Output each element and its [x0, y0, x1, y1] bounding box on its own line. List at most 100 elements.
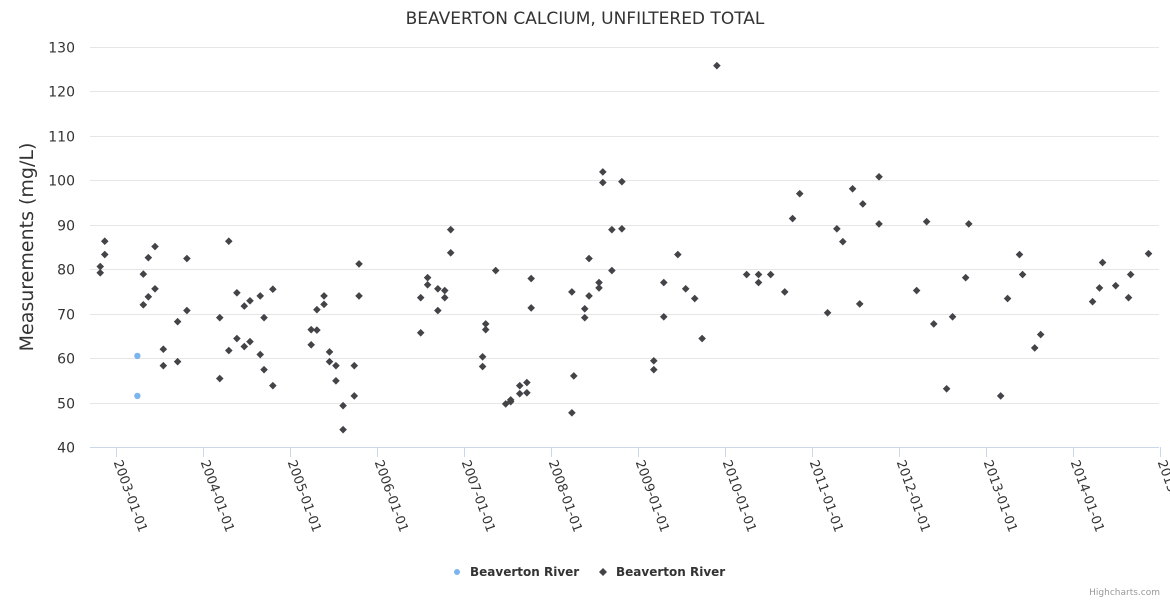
data-point[interactable]	[568, 408, 576, 417]
data-point[interactable]	[134, 352, 141, 360]
data-point[interactable]	[225, 237, 233, 246]
data-point[interactable]	[440, 286, 449, 295]
data-point[interactable]	[260, 365, 268, 374]
data-point[interactable]	[1126, 270, 1135, 279]
data-point[interactable]	[183, 306, 191, 315]
data-point[interactable]	[618, 224, 626, 233]
data-point[interactable]	[698, 334, 706, 343]
data-point[interactable]	[423, 280, 432, 289]
data-point[interactable]	[1003, 294, 1012, 303]
data-point[interactable]	[256, 292, 265, 300]
data-point[interactable]	[649, 365, 658, 374]
data-point[interactable]	[134, 392, 141, 400]
data-point[interactable]	[151, 284, 159, 293]
data-point[interactable]	[506, 397, 515, 406]
data-point[interactable]	[446, 225, 455, 234]
data-point[interactable]	[240, 342, 249, 351]
data-point[interactable]	[585, 254, 593, 263]
data-point[interactable]	[599, 178, 607, 187]
data-point[interactable]	[585, 292, 593, 300]
data-point[interactable]	[96, 268, 105, 277]
data-point[interactable]	[446, 248, 455, 257]
data-point[interactable]	[151, 242, 159, 251]
data-point[interactable]	[100, 250, 109, 259]
data-point[interactable]	[1095, 284, 1104, 292]
data-point[interactable]	[339, 401, 347, 410]
data-point[interactable]	[481, 320, 490, 328]
data-point[interactable]	[246, 337, 254, 346]
data-point[interactable]	[855, 300, 864, 308]
data-point[interactable]	[1088, 297, 1097, 306]
data-point[interactable]	[523, 388, 531, 397]
data-point[interactable]	[580, 304, 589, 313]
data-point[interactable]	[332, 376, 340, 385]
data-point[interactable]	[595, 284, 603, 292]
data-point[interactable]	[1098, 258, 1107, 267]
data-point[interactable]	[1124, 293, 1133, 302]
data-point[interactable]	[742, 270, 751, 279]
data-point[interactable]	[434, 284, 442, 293]
data-point[interactable]	[713, 61, 721, 70]
data-point[interactable]	[1144, 249, 1153, 258]
data-point[interactable]	[215, 313, 224, 322]
data-point[interactable]	[875, 172, 883, 181]
data-point[interactable]	[240, 302, 249, 310]
data-point[interactable]	[659, 312, 668, 321]
data-point[interactable]	[233, 288, 241, 297]
data-point[interactable]	[608, 225, 616, 234]
data-point[interactable]	[659, 278, 668, 287]
data-point[interactable]	[144, 292, 153, 301]
data-point[interactable]	[568, 288, 576, 296]
data-point[interactable]	[523, 378, 531, 387]
data-point[interactable]	[595, 278, 603, 287]
data-point[interactable]	[690, 294, 699, 303]
data-point[interactable]	[481, 325, 490, 334]
data-point[interactable]	[307, 340, 315, 349]
data-point[interactable]	[440, 293, 449, 302]
data-point[interactable]	[307, 325, 315, 334]
data-point[interactable]	[225, 346, 233, 355]
data-point[interactable]	[183, 254, 191, 263]
data-point[interactable]	[608, 266, 616, 275]
data-point[interactable]	[912, 286, 921, 295]
data-point[interactable]	[325, 348, 334, 356]
credits-link[interactable]: Highcharts.com	[1089, 588, 1160, 598]
data-point[interactable]	[875, 220, 883, 228]
data-point[interactable]	[173, 317, 182, 326]
data-point[interactable]	[754, 278, 763, 287]
data-point[interactable]	[964, 220, 973, 228]
data-point[interactable]	[599, 168, 607, 176]
data-point[interactable]	[674, 250, 682, 259]
data-point[interactable]	[478, 352, 487, 361]
data-point[interactable]	[929, 320, 938, 328]
data-point[interactable]	[1036, 330, 1045, 339]
data-point[interactable]	[491, 266, 500, 275]
data-point[interactable]	[416, 328, 425, 337]
data-point[interactable]	[320, 292, 328, 300]
legend-item-series-2[interactable]: Beaverton River	[599, 565, 725, 579]
data-point[interactable]	[996, 392, 1005, 400]
data-point[interactable]	[515, 381, 524, 390]
data-point[interactable]	[580, 313, 589, 322]
data-point[interactable]	[766, 270, 775, 279]
data-point[interactable]	[100, 237, 109, 246]
data-point[interactable]	[96, 262, 105, 271]
data-point[interactable]	[515, 389, 524, 398]
data-point[interactable]	[618, 177, 626, 186]
data-point[interactable]	[922, 217, 931, 226]
data-point[interactable]	[173, 357, 182, 366]
data-point[interactable]	[833, 224, 841, 233]
data-point[interactable]	[569, 372, 578, 380]
legend-item-series-1[interactable]: Beaverton River	[454, 565, 579, 579]
data-point[interactable]	[527, 304, 535, 312]
data-point[interactable]	[478, 362, 487, 371]
data-point[interactable]	[215, 374, 224, 383]
data-point[interactable]	[823, 308, 832, 317]
data-point[interactable]	[350, 392, 359, 400]
data-point[interactable]	[839, 237, 847, 246]
data-point[interactable]	[159, 345, 168, 354]
data-point[interactable]	[269, 381, 277, 390]
data-point[interactable]	[246, 296, 254, 305]
data-point[interactable]	[795, 189, 804, 198]
data-point[interactable]	[260, 313, 268, 322]
